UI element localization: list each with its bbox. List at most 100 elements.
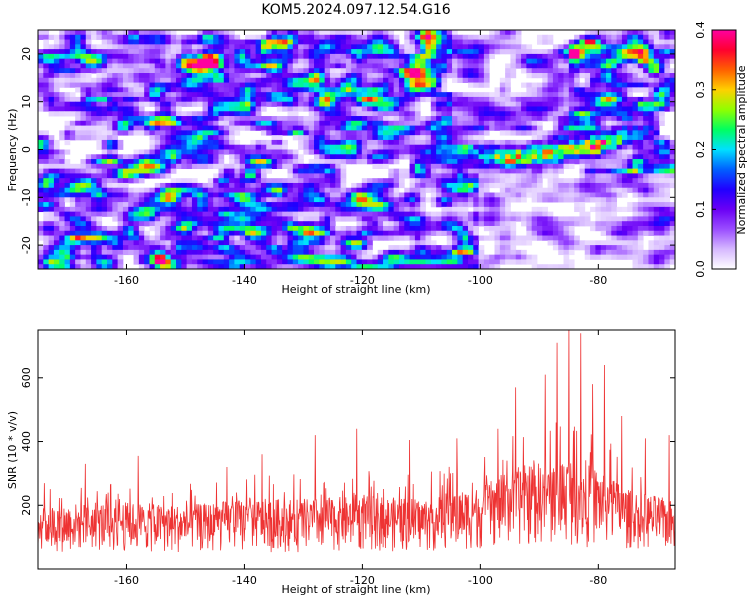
heatmap-cell <box>473 92 479 98</box>
heatmap-cell <box>260 144 267 150</box>
heatmap-cell <box>292 230 299 236</box>
heatmap-cell <box>303 230 310 236</box>
heatmap-cell <box>138 63 145 69</box>
heatmap-cell <box>473 159 479 165</box>
heatmap-cell <box>643 144 649 150</box>
heatmap-cell <box>574 135 580 141</box>
heatmap-cell <box>595 68 602 74</box>
heatmap-cell <box>568 221 575 227</box>
heatmap-cell <box>351 116 357 122</box>
heatmap-cell <box>627 159 633 165</box>
heatmap-cell <box>398 96 405 103</box>
heatmap-cell <box>568 230 575 236</box>
heatmap-cell <box>144 216 150 222</box>
heatmap-cell <box>340 230 347 236</box>
heatmap-cell <box>579 221 586 227</box>
heatmap-cell <box>531 120 538 126</box>
heatmap-cell <box>457 63 464 69</box>
heatmap-cell <box>669 96 675 103</box>
heatmap-cell <box>245 221 251 227</box>
heatmap-cell <box>186 235 193 241</box>
heatmap-cell <box>229 225 235 232</box>
heatmap-cell <box>462 192 469 198</box>
heatmap-cell <box>361 154 368 160</box>
heatmap-cell <box>590 178 596 184</box>
heatmap-cell <box>64 163 71 170</box>
heatmap-cell <box>298 82 304 88</box>
heatmap-cell <box>239 159 246 165</box>
heatmap-cell <box>372 235 379 241</box>
heatmap-cell <box>462 63 469 69</box>
heatmap-cell <box>170 68 177 74</box>
heatmap-cell <box>393 135 400 141</box>
heatmap-cell <box>298 206 304 213</box>
heatmap-cell <box>149 82 156 88</box>
heatmap-cell <box>584 178 591 184</box>
heatmap-cell <box>605 44 612 50</box>
heatmap-cell <box>335 163 341 170</box>
heatmap-cell <box>574 125 580 131</box>
heatmap-cell <box>91 216 97 222</box>
heatmap-cell <box>643 225 649 232</box>
heatmap-cell <box>499 225 506 232</box>
heatmap-cell <box>393 49 400 55</box>
heatmap-cell <box>361 240 368 246</box>
heatmap-cell <box>59 101 65 107</box>
heatmap-cell <box>605 216 612 222</box>
heatmap-cell <box>245 58 251 64</box>
heatmap-cell <box>101 106 108 112</box>
heatmap-cell <box>239 235 246 241</box>
heatmap-cell <box>409 202 416 208</box>
heatmap-cell <box>48 192 55 198</box>
heatmap-cell <box>266 202 272 208</box>
heatmap-cell <box>627 77 633 83</box>
heatmap-cell <box>632 49 639 55</box>
heatmap-cell <box>531 216 538 222</box>
heatmap-cell <box>250 63 257 69</box>
heatmap-cell <box>292 125 299 131</box>
heatmap-cell <box>223 125 230 131</box>
heatmap-cell <box>165 154 172 160</box>
heatmap-cell <box>112 30 119 36</box>
heatmap-cell <box>122 154 129 160</box>
heatmap-cell <box>605 101 612 107</box>
heatmap-cell <box>75 235 81 241</box>
heatmap-cell <box>160 192 166 198</box>
heatmap-cell <box>85 92 92 98</box>
heatmap-cell <box>494 192 501 198</box>
heatmap-cell <box>43 144 50 150</box>
heatmap-cell <box>637 77 644 83</box>
heatmap-cell <box>170 178 177 184</box>
heatmap-cell <box>266 187 272 193</box>
heatmap-cell <box>467 159 474 165</box>
heatmap-cell <box>329 240 336 246</box>
heatmap-cell <box>101 116 108 122</box>
heatmap-cell <box>340 49 347 55</box>
heatmap-cell <box>229 202 235 208</box>
heatmap-cell <box>53 187 60 193</box>
heatmap-cell <box>574 44 580 50</box>
heatmap-cell <box>250 230 257 236</box>
heatmap-cell <box>197 144 203 150</box>
heatmap-cell <box>59 163 65 170</box>
heatmap-cell <box>659 197 665 203</box>
heatmap-cell <box>186 149 193 155</box>
heatmap-cell <box>377 130 384 136</box>
heatmap-cell <box>80 197 87 203</box>
heatmap-cell <box>59 197 65 203</box>
heatmap-cell <box>308 211 315 217</box>
heatmap-cell <box>414 96 421 103</box>
heatmap-cell <box>669 82 675 88</box>
heatmap-cell <box>255 116 262 122</box>
heatmap-cell <box>627 58 633 64</box>
heatmap-cell <box>643 87 649 93</box>
heatmap-cell <box>266 216 272 222</box>
heatmap-cell <box>420 230 426 236</box>
heatmap-cell <box>510 53 517 60</box>
heatmap-cell <box>255 125 262 131</box>
heatmap-cell <box>568 225 575 232</box>
heatmap-cell <box>383 63 389 69</box>
heatmap-cell <box>128 39 134 45</box>
heatmap-cell <box>165 216 172 222</box>
heatmap-cell <box>218 130 225 136</box>
